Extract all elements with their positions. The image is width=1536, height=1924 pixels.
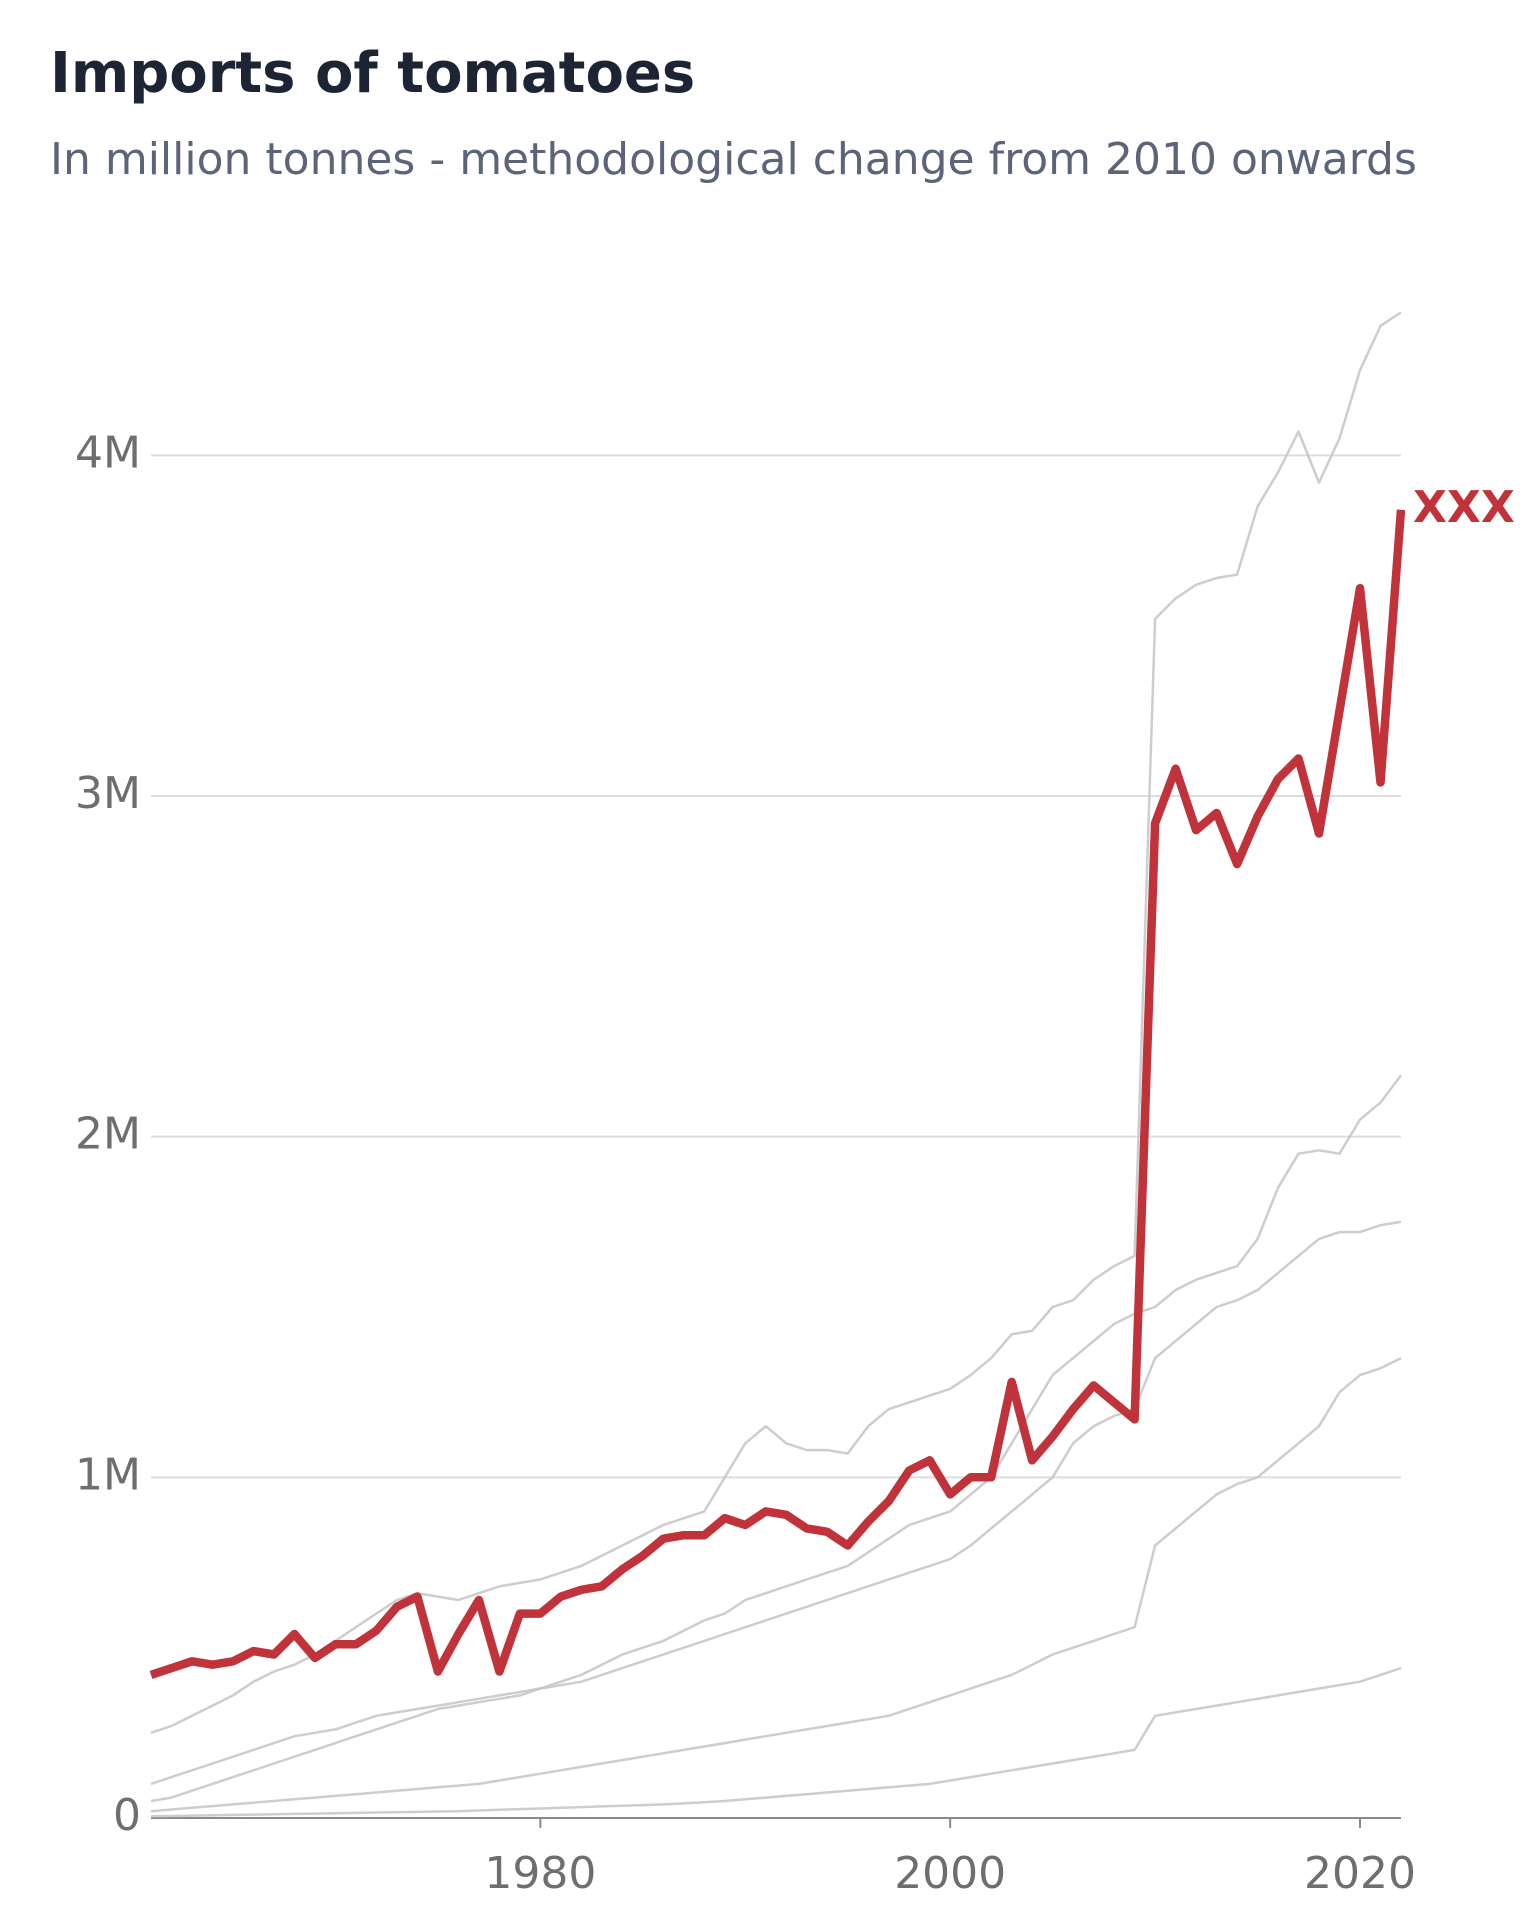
y-tick-label: 2M — [75, 1109, 141, 1160]
background-line — [150, 1666, 1402, 1818]
series-end-label: XXX — [1413, 482, 1515, 533]
chart-title: Imports of tomatoes — [50, 41, 695, 106]
chart-subtitle: In million tonnes - methodological chang… — [50, 134, 1417, 185]
x-tick-label: 1980 — [484, 1848, 596, 1899]
x-tick-label: 2000 — [894, 1848, 1006, 1899]
y-tick-label: 0 — [113, 1790, 141, 1841]
background-line — [150, 1220, 1402, 1786]
x-tick-label: 2020 — [1304, 1848, 1416, 1899]
background-line — [150, 1074, 1402, 1803]
y-tick-label: 1M — [75, 1449, 141, 1500]
y-tick-label: 3M — [75, 768, 141, 819]
y-tick-label: 4M — [75, 427, 141, 478]
highlight-line — [149, 509, 1406, 1679]
background-line — [150, 1356, 1402, 1813]
background-line — [150, 311, 1402, 1734]
